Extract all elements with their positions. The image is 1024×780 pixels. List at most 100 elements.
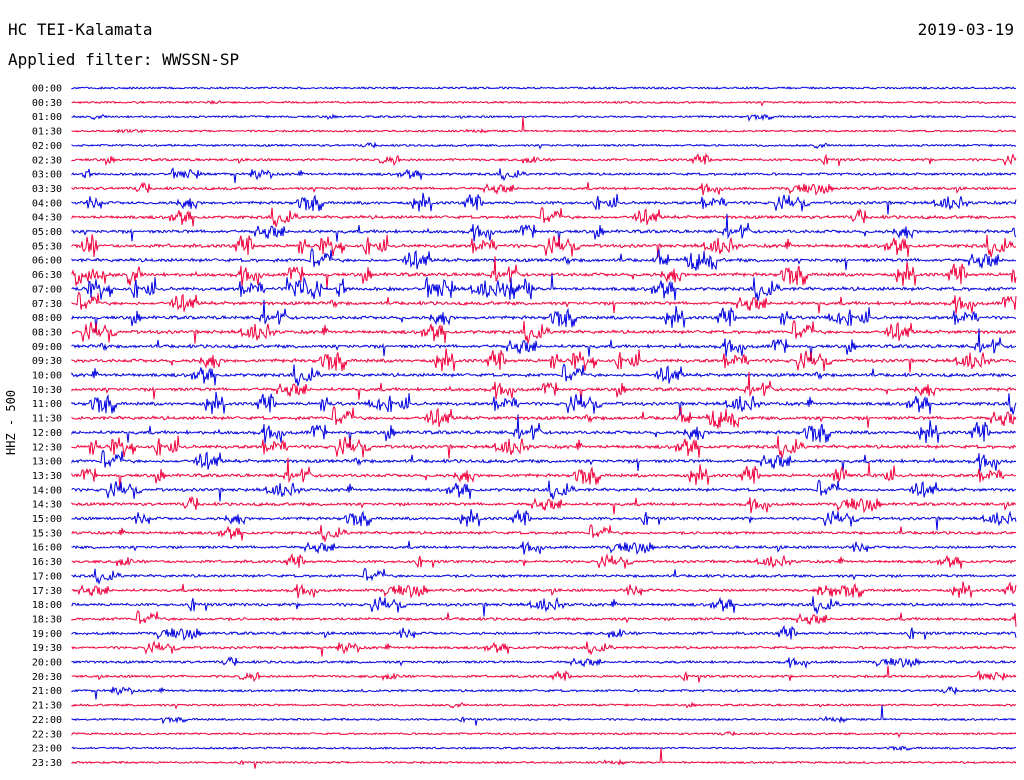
row-label-0130: 01:30 [32,127,62,138]
row-label-1700: 17:00 [32,571,62,582]
row-label-2100: 21:00 [32,686,62,697]
row-label-0430: 04:30 [32,213,62,224]
row-label-1200: 12:00 [32,428,62,439]
trace-2100 [71,686,1017,700]
row-label-0100: 01:00 [32,112,62,123]
trace-1500 [71,508,1017,531]
trace-1800 [71,596,1017,617]
trace-0730 [71,291,1017,314]
row-label-0530: 05:30 [32,241,62,252]
trace-0500 [71,213,1017,247]
row-label-0930: 09:30 [32,356,62,367]
row-label-2200: 22:00 [32,715,62,726]
trace-1130 [71,405,1017,429]
row-label-1230: 12:30 [32,442,62,453]
row-label-1400: 14:00 [32,485,62,496]
row-label-0300: 03:00 [32,170,62,181]
trace-2130 [71,701,1017,710]
trace-1200 [71,414,1017,448]
row-label-1900: 19:00 [32,629,62,640]
trace-0230 [71,152,1017,167]
trace-0100 [71,113,1016,122]
row-label-1730: 17:30 [32,586,62,597]
trace-0030 [71,99,1017,107]
trace-2000 [71,656,1017,670]
row-label-1530: 15:30 [32,528,62,539]
trace-0300 [71,167,1017,184]
trace-1600 [71,540,1017,556]
trace-1630 [71,553,1017,569]
trace-1230 [71,435,1017,459]
row-label-1500: 15:00 [32,514,62,525]
row-label-1130: 11:30 [32,414,62,425]
row-label-1330: 13:30 [32,471,62,482]
trace-1100 [71,391,1017,416]
row-label-1030: 10:30 [32,385,62,396]
row-label-1600: 16:00 [32,543,62,554]
row-label-1800: 18:00 [32,600,62,611]
trace-0530 [71,234,1017,258]
row-label-0400: 04:00 [32,198,62,209]
row-label-0700: 07:00 [32,284,62,295]
trace-0800 [71,299,1017,333]
trace-1430 [71,495,1016,515]
trace-0830 [71,319,1017,344]
row-label-1630: 16:30 [32,557,62,568]
trace-1300 [71,449,1017,472]
row-label-2130: 21:30 [32,701,62,712]
row-label-0730: 07:30 [32,299,62,310]
row-label-2300: 23:00 [32,744,62,755]
row-label-1100: 11:00 [32,399,62,410]
row-label-1000: 10:00 [32,371,62,382]
trace-0200 [71,141,1017,150]
trace-1530 [71,524,1017,543]
trace-0330 [71,181,1017,196]
trace-1930 [71,640,1017,657]
record-date: 2019-03-19 [917,20,1014,39]
trace-1000 [71,363,1017,386]
trace-0400 [71,192,1017,215]
row-label-2000: 20:00 [32,658,62,669]
row-label-0630: 06:30 [32,270,62,281]
trace-2030 [71,665,1017,683]
row-label-0600: 06:00 [32,256,62,267]
trace-1900 [71,624,1017,642]
row-label-0200: 02:00 [32,141,62,152]
row-label-0500: 05:00 [32,227,62,238]
row-label-0900: 09:00 [32,342,62,353]
trace-0130 [71,116,1016,134]
row-label-0800: 08:00 [32,313,62,324]
trace-0000 [71,85,1017,90]
row-label-2230: 22:30 [32,729,62,740]
trace-0630 [71,256,1017,290]
row-label-1930: 19:30 [32,643,62,654]
trace-1700 [71,567,1017,585]
trace-2230 [71,730,1017,739]
row-label-1430: 14:30 [32,500,62,511]
row-label-0230: 02:30 [32,155,62,166]
trace-0900 [71,328,1017,361]
trace-1830 [71,610,1017,627]
trace-1330 [71,457,1017,491]
row-label-1300: 13:00 [32,457,62,468]
trace-0430 [71,206,1017,227]
station-title: HC TEI-Kalamata [8,20,153,39]
trace-0700 [71,273,1017,301]
trace-1030 [71,371,1017,404]
row-label-0000: 00:00 [32,84,62,95]
trace-1400 [71,479,1017,502]
filter-label: Applied filter: WWSSN-SP [8,50,240,69]
trace-1730 [71,581,1017,599]
row-label-1830: 18:30 [32,614,62,625]
row-label-2330: 23:30 [32,758,62,769]
trace-2300 [71,745,1016,752]
trace-2200 [71,705,1017,726]
trace-2330 [71,748,1017,769]
trace-0600 [71,247,1017,271]
row-label-0030: 00:30 [32,98,62,109]
row-label-0830: 08:30 [32,327,62,338]
trace-0930 [71,348,1017,373]
row-label-0330: 03:30 [32,184,62,195]
